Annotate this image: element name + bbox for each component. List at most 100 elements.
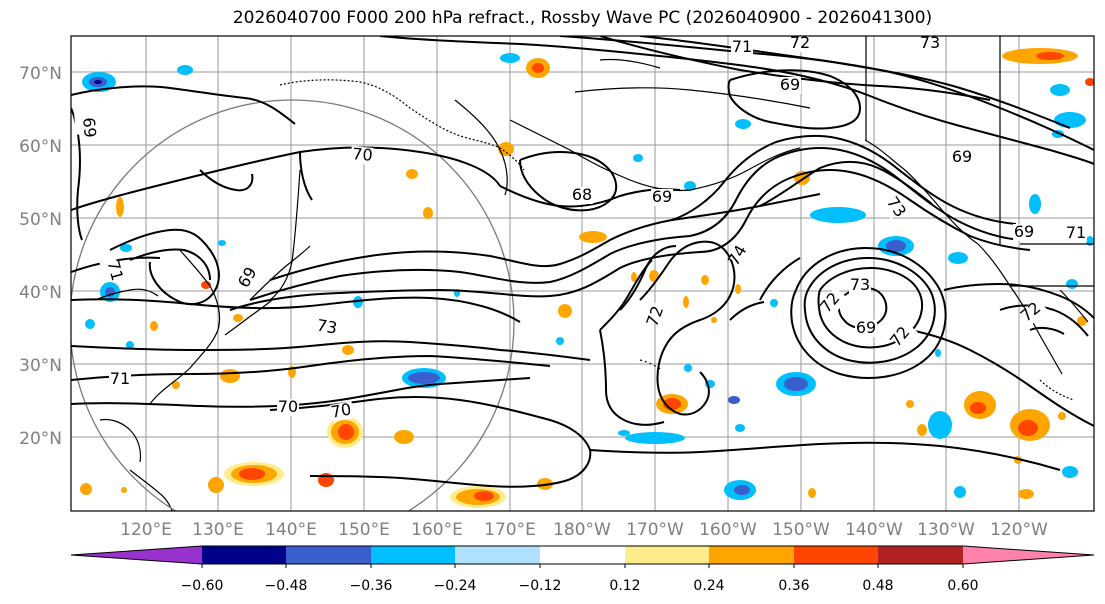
colorbar-segment (286, 546, 371, 564)
latitude-label: 70°N (19, 64, 62, 84)
colorbar-segment (709, 546, 794, 564)
contour-label: 69 (652, 187, 672, 206)
colorbar-tick-label: 0.24 (693, 578, 724, 594)
contour-label-background (820, 287, 848, 316)
colorbar-tick-label: −0.24 (434, 578, 477, 594)
contour-label: 69 (952, 147, 972, 166)
contour-label-background (329, 401, 355, 422)
contour-label-background (74, 111, 93, 135)
longitude-label: 160°E (411, 520, 463, 540)
colorbar-tick-label: −0.48 (265, 578, 308, 594)
contour-label-background (350, 146, 374, 165)
longitude-label: 130°W (917, 520, 975, 540)
contour-label: 70 (329, 399, 352, 421)
longitude-label: 170°E (484, 520, 536, 540)
contour-label: 73 (315, 315, 338, 337)
contour-label-background (277, 399, 299, 416)
longitude-label: 120°E (120, 520, 172, 540)
latitude-label: 50°N (19, 210, 62, 230)
contour-label-background (789, 36, 811, 52)
contour-label-background (1013, 224, 1035, 241)
contour-label: 71 (110, 369, 130, 388)
contour-label-background (648, 299, 673, 327)
map-title: 2026040700 F000 200 hPa refract., Rossby… (232, 8, 933, 28)
contour-label-background (313, 317, 339, 338)
contour-label-background (919, 36, 941, 52)
longitude-label: 130°E (192, 520, 244, 540)
colorbar-segment (455, 546, 540, 564)
contour-label-background (1020, 297, 1049, 325)
colorbar-segment (540, 546, 625, 564)
positive-anomaly-blob (526, 58, 550, 78)
contour-label-background (651, 189, 673, 206)
contour-label: 71 (732, 37, 752, 56)
longitude-label: 140°E (265, 520, 317, 540)
colorbar-extend-low (71, 546, 202, 564)
positive-anomaly-blob (1002, 48, 1078, 64)
contour-label: 71 (104, 258, 128, 283)
negative-anomaly-blob (82, 72, 116, 92)
negative-anomaly-blob (85, 53, 1094, 498)
colorbar-tick-labels: −0.60 −0.48 −0.36 −0.24 −0.12 0.12 0.24 0.36 0.4… (181, 564, 979, 594)
colorbar-tick-label: −0.60 (181, 578, 224, 594)
positive-anomaly-blob (964, 391, 996, 419)
contour-label: 69 (1014, 222, 1034, 241)
colorbar-segment (625, 546, 709, 564)
colorbar-extend-high (963, 546, 1094, 564)
colorbar-tick-label: 0.36 (778, 578, 809, 594)
contour-label-background (98, 254, 121, 280)
contour-label: 68 (572, 185, 592, 204)
negative-anomaly-blob (402, 368, 446, 388)
negative-anomaly-blob (724, 480, 756, 500)
contour-label: 70 (352, 144, 374, 165)
colorbar-tick-label: −0.12 (519, 578, 562, 594)
reference-circle (71, 99, 515, 511)
longitude-label: 140°W (845, 520, 903, 540)
contour-label: 69 (780, 75, 800, 94)
positive-anomaly-blob (224, 462, 284, 486)
longitude-label: 170°W (626, 520, 684, 540)
positive-anomaly-blob (450, 486, 506, 508)
refractivity-contours (71, 36, 1094, 488)
anomaly-shading (80, 48, 1094, 508)
contour-label-background (731, 39, 753, 56)
latitude-label: 60°N (19, 137, 62, 157)
contour-label: 69 (79, 117, 100, 139)
contour-label-background (890, 321, 918, 350)
longitude-label: 150°W (772, 520, 830, 540)
latitude-label: 30°N (19, 356, 62, 376)
contour-label: 71 (1066, 223, 1086, 242)
contour-label-background (779, 77, 801, 94)
colorbar-segments (70, 545, 1095, 565)
contour-label: 70 (278, 397, 298, 416)
colorbar-tick-label: 0.12 (609, 578, 640, 594)
positive-anomaly-blob (80, 78, 1094, 499)
contour-label-background (729, 239, 756, 268)
contour-label-background (109, 371, 131, 388)
negative-anomaly-blob (776, 372, 816, 396)
map-frame (70, 35, 1095, 512)
latitude-label: 40°N (19, 283, 62, 303)
longitude-label: 180°W (553, 520, 611, 540)
contour-label: 73 (920, 33, 940, 52)
contour-label: 72 (790, 33, 810, 52)
contour-label-background (571, 187, 593, 204)
contour-label-background (239, 261, 266, 290)
contour-label-background (951, 149, 973, 166)
longitude-label: 150°E (338, 520, 390, 540)
contour-label: 69 (856, 318, 876, 337)
colorbar-tick-label: 0.60 (947, 578, 978, 594)
positive-anomaly-blob (327, 416, 363, 448)
positive-anomaly-blob (656, 394, 688, 414)
colorbar: −0.60 −0.48 −0.36 −0.24 −0.12 0.12 0.24 0.36 0.4… (70, 545, 1095, 594)
latitude-labels: 70°N 60°N 50°N 40°N 30°N 20°N (19, 64, 62, 449)
longitude-label: 160°W (699, 520, 757, 540)
colorbar-segment (878, 546, 963, 564)
colorbar-segment (202, 546, 286, 564)
colorbar-segment (371, 546, 455, 564)
contour-label-background (878, 191, 905, 220)
positive-anomaly-blob (1010, 409, 1050, 441)
